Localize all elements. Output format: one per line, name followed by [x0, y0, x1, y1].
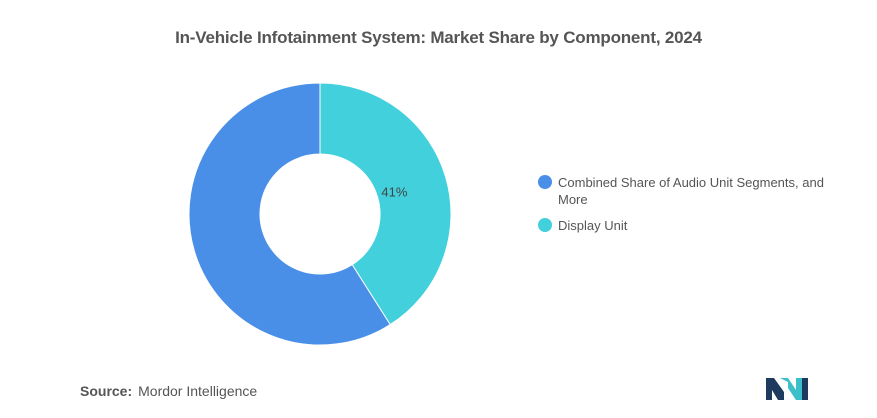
mordor-intelligence-logo-icon [766, 378, 808, 400]
donut-slice-audio-unit [188, 82, 391, 346]
chart-title: In-Vehicle Infotainment System: Market S… [175, 28, 702, 47]
source-label: Source: [80, 383, 133, 399]
source-text: Mordor Intelligence [138, 383, 258, 399]
legend-item-audio-unit: Combined Share of Audio Unit Segments, a… [538, 174, 838, 208]
source-note: Source: Mordor Intelligence [80, 383, 257, 399]
legend-label-audio-unit: Combined Share of Audio Unit Segments, a… [558, 175, 824, 207]
donut-slice-display-unit [319, 82, 452, 326]
legend-label-display-unit: Display Unit [558, 218, 628, 233]
legend-item-display-unit: Display Unit [538, 217, 838, 234]
chart-legend: Combined Share of Audio Unit Segments, a… [538, 174, 838, 243]
legend-swatch-display-unit [538, 218, 552, 232]
legend-swatch-audio-unit [538, 175, 552, 189]
donut-data-label-display-unit: 41% [381, 184, 407, 199]
